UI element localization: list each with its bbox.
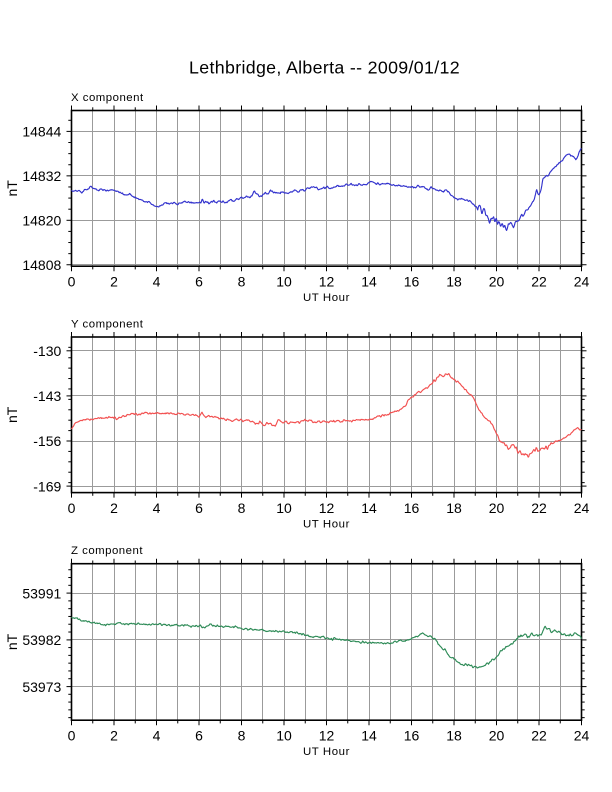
svg-text:6: 6 <box>195 274 203 290</box>
svg-text:8: 8 <box>238 728 246 744</box>
svg-text:53982: 53982 <box>22 632 61 648</box>
svg-text:16: 16 <box>404 274 420 290</box>
svg-text:20: 20 <box>489 500 505 516</box>
svg-text:53991: 53991 <box>22 585 61 601</box>
svg-text:24: 24 <box>574 728 590 744</box>
svg-text:14832: 14832 <box>22 168 61 184</box>
svg-text:22: 22 <box>531 274 547 290</box>
svg-text:2: 2 <box>110 500 118 516</box>
svg-text:24: 24 <box>574 274 590 290</box>
svg-text:20: 20 <box>489 728 505 744</box>
svg-text:4: 4 <box>153 500 161 516</box>
svg-text:10: 10 <box>276 500 292 516</box>
svg-text:UT Hour: UT Hour <box>303 746 350 758</box>
svg-text:16: 16 <box>404 728 420 744</box>
svg-text:8: 8 <box>238 500 246 516</box>
svg-text:14: 14 <box>361 728 377 744</box>
svg-text:14: 14 <box>361 274 377 290</box>
svg-text:20: 20 <box>489 274 505 290</box>
svg-text:18: 18 <box>446 274 462 290</box>
svg-text:4: 4 <box>153 274 161 290</box>
svg-text:UT Hour: UT Hour <box>303 292 350 304</box>
svg-text:18: 18 <box>446 500 462 516</box>
svg-text:18: 18 <box>446 728 462 744</box>
svg-text:Z component: Z component <box>71 545 143 557</box>
svg-text:Lethbridge, Alberta -- 2009/01: Lethbridge, Alberta -- 2009/01/12 <box>189 57 460 77</box>
svg-text:nT: nT <box>4 180 20 197</box>
svg-text:12: 12 <box>319 728 335 744</box>
svg-text:14808: 14808 <box>22 257 61 273</box>
svg-text:12: 12 <box>319 274 335 290</box>
svg-text:8: 8 <box>238 274 246 290</box>
svg-text:UT Hour: UT Hour <box>303 519 350 531</box>
svg-text:10: 10 <box>276 728 292 744</box>
svg-text:2: 2 <box>110 274 118 290</box>
svg-text:X component: X component <box>71 92 144 104</box>
svg-text:6: 6 <box>195 728 203 744</box>
svg-text:12: 12 <box>319 500 335 516</box>
svg-text:0: 0 <box>68 728 76 744</box>
svg-text:2: 2 <box>110 728 118 744</box>
svg-text:0: 0 <box>68 500 76 516</box>
svg-text:10: 10 <box>276 274 292 290</box>
svg-text:-156: -156 <box>33 433 61 449</box>
svg-text:24: 24 <box>574 500 590 516</box>
svg-text:22: 22 <box>531 500 547 516</box>
svg-text:Y component: Y component <box>71 318 144 330</box>
svg-text:4: 4 <box>153 728 161 744</box>
svg-text:22: 22 <box>531 728 547 744</box>
svg-text:14: 14 <box>361 500 377 516</box>
svg-text:14820: 14820 <box>22 213 61 229</box>
svg-text:nT: nT <box>4 406 20 423</box>
svg-text:-143: -143 <box>33 388 61 404</box>
svg-text:-130: -130 <box>33 343 61 359</box>
svg-text:-169: -169 <box>33 478 61 494</box>
svg-text:0: 0 <box>68 274 76 290</box>
svg-text:53973: 53973 <box>22 679 61 695</box>
svg-text:14844: 14844 <box>22 124 61 140</box>
svg-text:6: 6 <box>195 500 203 516</box>
svg-text:nT: nT <box>4 633 20 650</box>
svg-text:16: 16 <box>404 500 420 516</box>
